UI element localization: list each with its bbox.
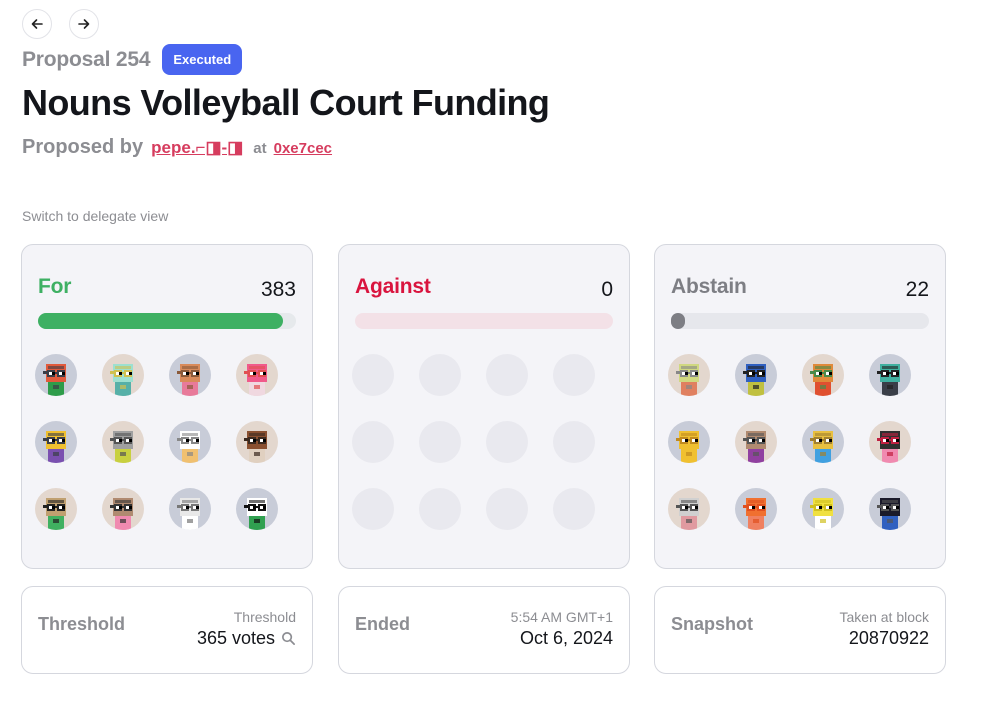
proposal-number: Proposal 254 xyxy=(22,47,151,71)
proposal-header: Proposal 254 Executed xyxy=(22,44,243,75)
at-label: at xyxy=(253,140,267,157)
voter-avatar[interactable] xyxy=(169,421,211,463)
avatar-placeholder xyxy=(553,421,595,463)
voter-avatar[interactable] xyxy=(169,354,211,396)
voter-avatar[interactable] xyxy=(35,488,77,530)
voter-avatar[interactable] xyxy=(735,354,777,396)
arrow-right-icon xyxy=(78,19,90,29)
back-button[interactable] xyxy=(22,9,52,39)
snapshot-label: Snapshot xyxy=(671,614,754,634)
voter-avatar[interactable] xyxy=(102,354,144,396)
avatar-placeholder xyxy=(419,354,461,396)
for-progress-bar xyxy=(38,313,296,329)
against-label: Against xyxy=(355,275,431,298)
abstain-count: 22 xyxy=(905,278,929,301)
ended-label: Ended xyxy=(355,614,411,634)
avatar-placeholder xyxy=(486,488,528,530)
avatar-placeholder xyxy=(352,488,394,530)
transaction-link[interactable]: 0xe7cec xyxy=(273,140,333,157)
voter-avatar[interactable] xyxy=(668,354,710,396)
against-progress-bar xyxy=(355,313,613,329)
avatar-placeholder xyxy=(553,488,595,530)
ended-date: Oct 6, 2024 xyxy=(519,628,613,648)
snapshot-block: 20870922 xyxy=(848,628,929,648)
snapshot-card: Snapshot Taken at block 20870922 xyxy=(654,586,946,674)
proposed-by-label: Proposed by xyxy=(22,136,144,158)
forward-button[interactable] xyxy=(69,9,99,39)
status-badge: Executed xyxy=(162,44,243,75)
threshold-value: 365 votes xyxy=(196,628,275,648)
voter-avatar[interactable] xyxy=(735,421,777,463)
arrow-left-icon xyxy=(31,19,43,29)
voter-avatar[interactable] xyxy=(102,488,144,530)
threshold-card: Threshold Threshold 365 votes xyxy=(21,586,313,674)
voter-avatar[interactable] xyxy=(668,488,710,530)
avatar-placeholder xyxy=(352,354,394,396)
threshold-sublabel: Threshold xyxy=(233,609,296,625)
voter-avatar[interactable] xyxy=(802,354,844,396)
abstain-votes-card[interactable]: Abstain 22 xyxy=(654,244,946,569)
voter-avatar[interactable] xyxy=(35,354,77,396)
search-icon[interactable] xyxy=(281,631,296,646)
page-title: Nouns Volleyball Court Funding xyxy=(22,82,550,123)
for-count: 383 xyxy=(260,278,296,301)
voter-avatar[interactable] xyxy=(236,354,278,396)
abstain-progress-bar xyxy=(671,313,929,329)
voter-avatar[interactable] xyxy=(169,488,211,530)
proposer-line: Proposed by pepe.⌐◨-◨ at 0xe7cec xyxy=(22,136,332,159)
threshold-label: Threshold xyxy=(38,614,126,634)
avatar-placeholder xyxy=(352,421,394,463)
voter-avatar[interactable] xyxy=(668,421,710,463)
for-label: For xyxy=(38,275,72,298)
threshold-value-row[interactable]: 365 votes xyxy=(197,628,296,649)
abstain-label: Abstain xyxy=(671,275,747,298)
voter-avatar[interactable] xyxy=(802,421,844,463)
switch-delegate-view-link[interactable]: Switch to delegate view xyxy=(22,208,169,224)
voter-avatar[interactable] xyxy=(869,488,911,530)
voter-avatar[interactable] xyxy=(869,354,911,396)
voter-avatar[interactable] xyxy=(35,421,77,463)
abstain-progress-fill xyxy=(671,313,685,329)
proposer-link[interactable]: pepe.⌐◨-◨ xyxy=(151,138,244,157)
against-count: 0 xyxy=(601,278,613,301)
voter-avatar[interactable] xyxy=(236,421,278,463)
snapshot-sublabel: Taken at block xyxy=(839,609,930,625)
against-votes-card[interactable]: Against 0 xyxy=(338,244,630,569)
avatar-placeholder xyxy=(419,488,461,530)
voter-avatar[interactable] xyxy=(802,488,844,530)
voter-avatar[interactable] xyxy=(236,488,278,530)
for-votes-card[interactable]: For 383 xyxy=(21,244,313,569)
avatar-placeholder xyxy=(486,421,528,463)
ended-time: 5:54 AM GMT+1 xyxy=(510,609,613,625)
ended-card: Ended 5:54 AM GMT+1 Oct 6, 2024 xyxy=(338,586,630,674)
voter-avatar[interactable] xyxy=(735,488,777,530)
avatar-placeholder xyxy=(419,421,461,463)
voter-avatar[interactable] xyxy=(102,421,144,463)
voter-avatar[interactable] xyxy=(869,421,911,463)
avatar-placeholder xyxy=(553,354,595,396)
avatar-placeholder xyxy=(486,354,528,396)
for-progress-fill xyxy=(38,313,284,329)
